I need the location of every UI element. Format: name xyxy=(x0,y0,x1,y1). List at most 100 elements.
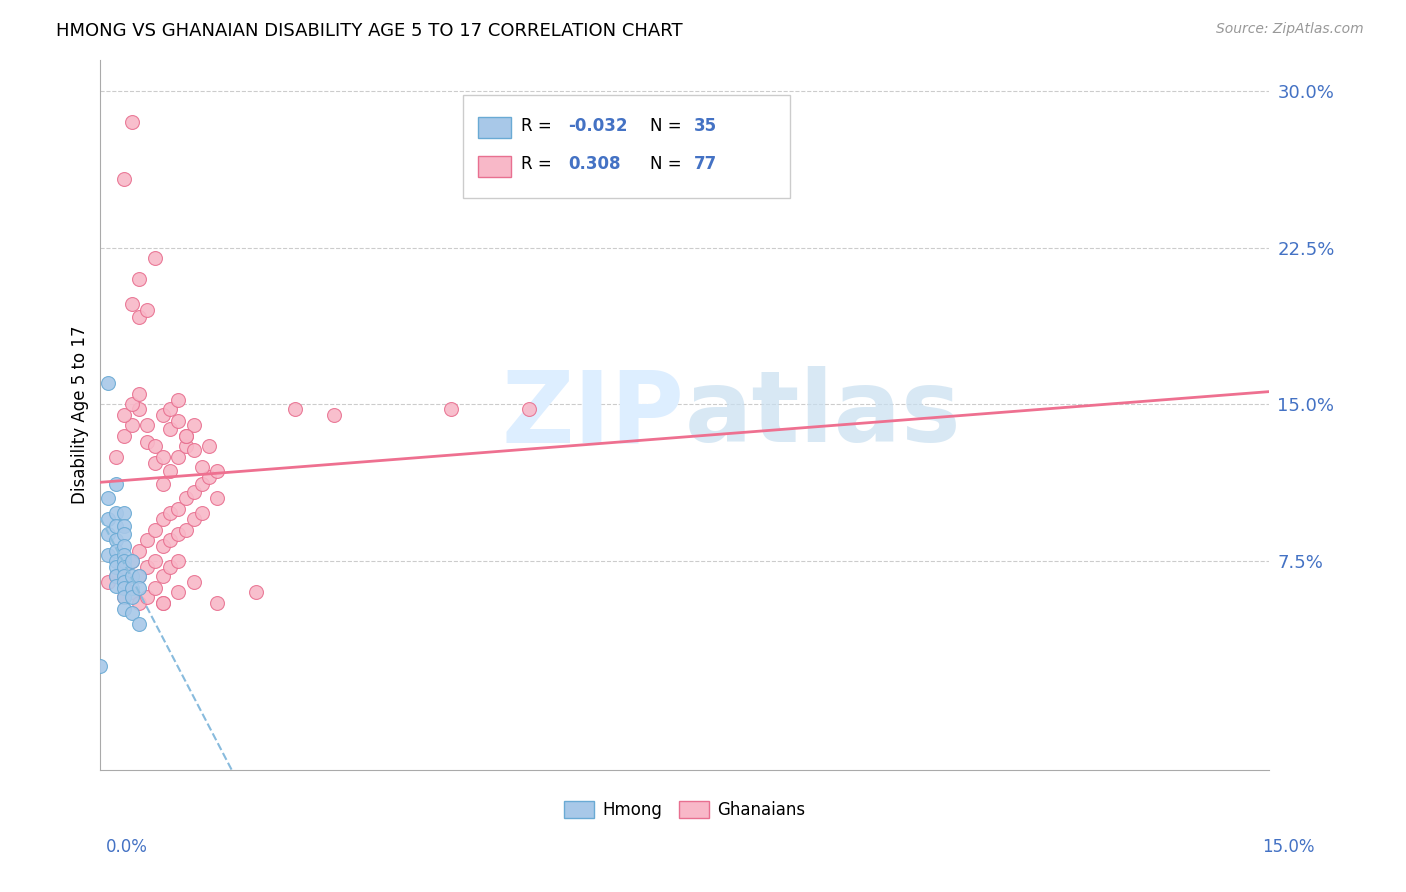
FancyBboxPatch shape xyxy=(478,155,510,177)
Point xyxy=(323,408,346,422)
Point xyxy=(183,485,205,500)
Point xyxy=(198,470,221,484)
Point xyxy=(152,512,174,526)
Point xyxy=(136,590,159,604)
Point xyxy=(112,408,135,422)
Text: 15.0%: 15.0% xyxy=(1263,838,1315,855)
Legend: Hmong, Ghanaians: Hmong, Ghanaians xyxy=(557,794,813,826)
Point xyxy=(167,527,190,541)
Point xyxy=(97,512,120,526)
Point xyxy=(112,568,135,582)
Point xyxy=(143,251,166,265)
Point xyxy=(205,596,228,610)
FancyBboxPatch shape xyxy=(478,117,510,138)
Point xyxy=(205,464,228,478)
Point xyxy=(97,376,120,391)
Point xyxy=(121,585,143,599)
Point xyxy=(284,401,307,416)
Y-axis label: Disability Age 5 to 17: Disability Age 5 to 17 xyxy=(72,326,89,504)
Point xyxy=(104,518,127,533)
Point xyxy=(159,401,181,416)
Point xyxy=(104,543,127,558)
Point xyxy=(152,568,174,582)
Point xyxy=(104,450,127,464)
Point xyxy=(128,401,150,416)
Point xyxy=(174,523,197,537)
Point xyxy=(167,414,190,428)
Point xyxy=(143,439,166,453)
Text: Source: ZipAtlas.com: Source: ZipAtlas.com xyxy=(1216,22,1364,37)
Text: HMONG VS GHANAIAN DISABILITY AGE 5 TO 17 CORRELATION CHART: HMONG VS GHANAIAN DISABILITY AGE 5 TO 17… xyxy=(56,22,683,40)
Point xyxy=(183,512,205,526)
Point xyxy=(121,297,143,311)
Point xyxy=(121,418,143,433)
Point xyxy=(89,658,111,673)
Point xyxy=(104,554,127,568)
Point xyxy=(112,171,135,186)
Point xyxy=(152,596,174,610)
Point xyxy=(128,596,150,610)
Point xyxy=(190,506,212,520)
Point xyxy=(104,560,127,574)
Point xyxy=(167,554,190,568)
Point xyxy=(104,506,127,520)
Point xyxy=(112,540,135,554)
Point xyxy=(128,568,150,582)
Point xyxy=(136,533,159,548)
Point xyxy=(121,607,143,621)
Point xyxy=(152,408,174,422)
Point xyxy=(159,464,181,478)
Point xyxy=(136,303,159,318)
Point xyxy=(245,585,267,599)
Point xyxy=(112,560,135,574)
Point xyxy=(97,491,120,506)
Point xyxy=(167,585,190,599)
Point xyxy=(112,590,135,604)
Point xyxy=(104,568,127,582)
Point xyxy=(183,418,205,433)
Point xyxy=(152,540,174,554)
Point xyxy=(128,310,150,324)
Text: 77: 77 xyxy=(695,155,717,173)
Point xyxy=(517,401,540,416)
Point xyxy=(112,527,135,541)
Point xyxy=(104,579,127,593)
Point xyxy=(112,581,135,595)
Point xyxy=(136,418,159,433)
Point xyxy=(174,428,197,442)
Point xyxy=(174,491,197,506)
Point xyxy=(121,397,143,411)
Point xyxy=(143,523,166,537)
Point xyxy=(128,272,150,286)
Text: 35: 35 xyxy=(695,117,717,135)
Text: 0.0%: 0.0% xyxy=(105,838,148,855)
Point xyxy=(112,574,135,589)
Point xyxy=(121,590,143,604)
Point xyxy=(97,548,120,562)
Text: N =: N = xyxy=(650,117,686,135)
Point xyxy=(128,568,150,582)
Point xyxy=(174,428,197,442)
Point xyxy=(174,439,197,453)
Point xyxy=(143,554,166,568)
Point xyxy=(112,590,135,604)
FancyBboxPatch shape xyxy=(463,95,790,198)
Point xyxy=(112,518,135,533)
Point xyxy=(112,548,135,562)
Point xyxy=(159,422,181,436)
Point xyxy=(167,450,190,464)
Point xyxy=(121,554,143,568)
Text: ZIP: ZIP xyxy=(502,367,685,463)
Point xyxy=(104,568,127,582)
Point xyxy=(121,581,143,595)
Point xyxy=(128,543,150,558)
Point xyxy=(159,560,181,574)
Point xyxy=(121,115,143,129)
Point xyxy=(205,491,228,506)
Text: R =: R = xyxy=(522,117,557,135)
Point xyxy=(112,428,135,442)
Text: 0.308: 0.308 xyxy=(568,155,620,173)
Point xyxy=(112,560,135,574)
Point xyxy=(121,554,143,568)
Point xyxy=(440,401,463,416)
